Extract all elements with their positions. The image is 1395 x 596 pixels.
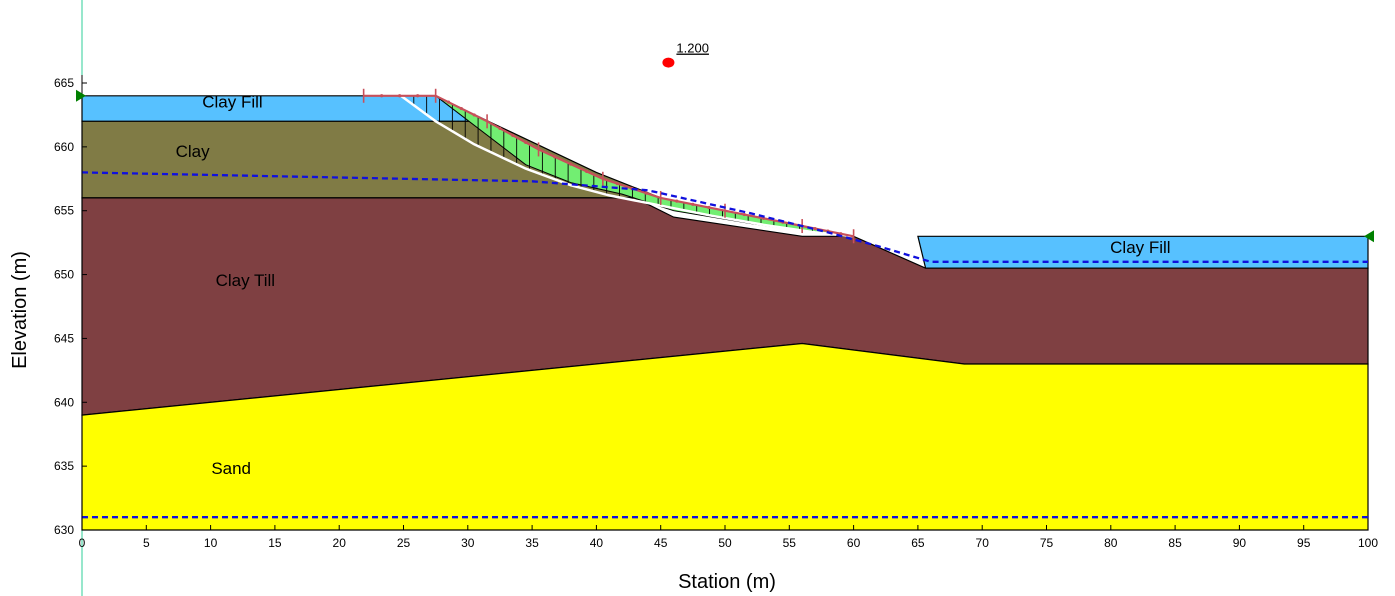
x-tick-label: 30	[461, 536, 475, 550]
x-tick-label: 0	[79, 536, 86, 550]
x-tick-label: 10	[204, 536, 218, 550]
x-tick-label: 15	[268, 536, 282, 550]
ground-surface-dot	[416, 94, 420, 98]
x-tick-label: 50	[718, 536, 732, 550]
ground-surface-dot	[398, 94, 402, 98]
x-tick-label: 5	[143, 536, 150, 550]
layer-label-clay-fill: Clay Fill	[1110, 238, 1170, 257]
ground-surface-dot	[446, 100, 451, 104]
layer-label-clay-fill: Clay Fill	[202, 92, 262, 111]
factor-of-safety: 1.200	[662, 41, 709, 68]
piezometric-line-0	[81, 171, 1368, 263]
x-tick-label: 80	[1104, 536, 1118, 550]
layer-label-clay-till: Clay Till	[216, 271, 276, 290]
y-tick-label: 655	[54, 204, 74, 218]
x-tick-label: 90	[1233, 536, 1247, 550]
y-tick-label: 665	[54, 76, 74, 90]
layer-labels: Clay Fill Clay Fill Clay Clay Till Sand	[176, 92, 1171, 478]
x-axis-title: Station (m)	[678, 571, 776, 593]
slip-surface	[400, 94, 854, 238]
x-tick-label: 70	[976, 536, 990, 550]
x-tick-label: 65	[911, 536, 925, 550]
x-tick-label: 85	[1168, 536, 1182, 550]
ground-surface-dot	[553, 155, 557, 159]
ground-surface-dot	[459, 106, 463, 111]
ground-surface-dot	[511, 133, 515, 137]
y-tick-label: 660	[54, 140, 74, 154]
x-tick-label: 45	[654, 536, 668, 550]
boundary-marker-triangle-right	[76, 89, 86, 102]
factor-of-safety-label: 1.200	[676, 41, 709, 56]
ground-surface-dot	[569, 162, 573, 166]
soil-layers	[81, 95, 1369, 531]
y-tick-label: 640	[54, 395, 74, 409]
ground-surface-dot	[813, 226, 817, 231]
ground-surface-dot	[498, 126, 502, 130]
section-lines	[81, 88, 1368, 519]
x-tick-label: 40	[590, 536, 604, 550]
layer-label-clay: Clay	[176, 142, 211, 161]
ground-surface-dot	[691, 202, 695, 206]
y-axis-title: Elevation (m)	[9, 251, 31, 369]
slice-lines	[413, 95, 813, 233]
ground-surface-dot	[644, 191, 648, 195]
ground-surface-dot	[707, 205, 711, 210]
factor-of-safety-dot	[662, 57, 675, 68]
ground-surface-dot	[472, 113, 476, 117]
ground-surface-dot	[380, 94, 384, 98]
x-tick-label: 60	[847, 536, 861, 550]
x-tick-label: 55	[783, 536, 797, 550]
ground-surface-dot	[585, 169, 589, 174]
x-tick-label: 20	[333, 536, 347, 550]
x-tick-label: 75	[1040, 536, 1054, 550]
ground-surface-dot	[675, 199, 679, 203]
y-tick-label: 645	[54, 331, 74, 345]
ground-surface-dot	[839, 232, 843, 236]
ground-surface-dot	[615, 181, 619, 186]
ground-surface-dot	[742, 212, 746, 217]
y-tick-label: 635	[54, 459, 74, 473]
axes: 0 5 10 15 20 25 30 35 40 45 50 55 60 65 70 75 80 85 90 95 10…	[54, 75, 1378, 550]
ground-surface-dot	[524, 140, 528, 144]
layer-label-sand: Sand	[211, 459, 251, 478]
boundary-marker-triangle-left	[1364, 230, 1374, 243]
x-tick-label: 35	[525, 536, 539, 550]
x-tick-label: 95	[1297, 536, 1311, 550]
x-tick-label: 25	[397, 536, 411, 550]
layer-clay-fill-0	[81, 95, 489, 122]
y-tick-label: 630	[54, 523, 74, 537]
y-tick-label: 650	[54, 268, 74, 282]
x-tick-label: 100	[1358, 536, 1378, 550]
